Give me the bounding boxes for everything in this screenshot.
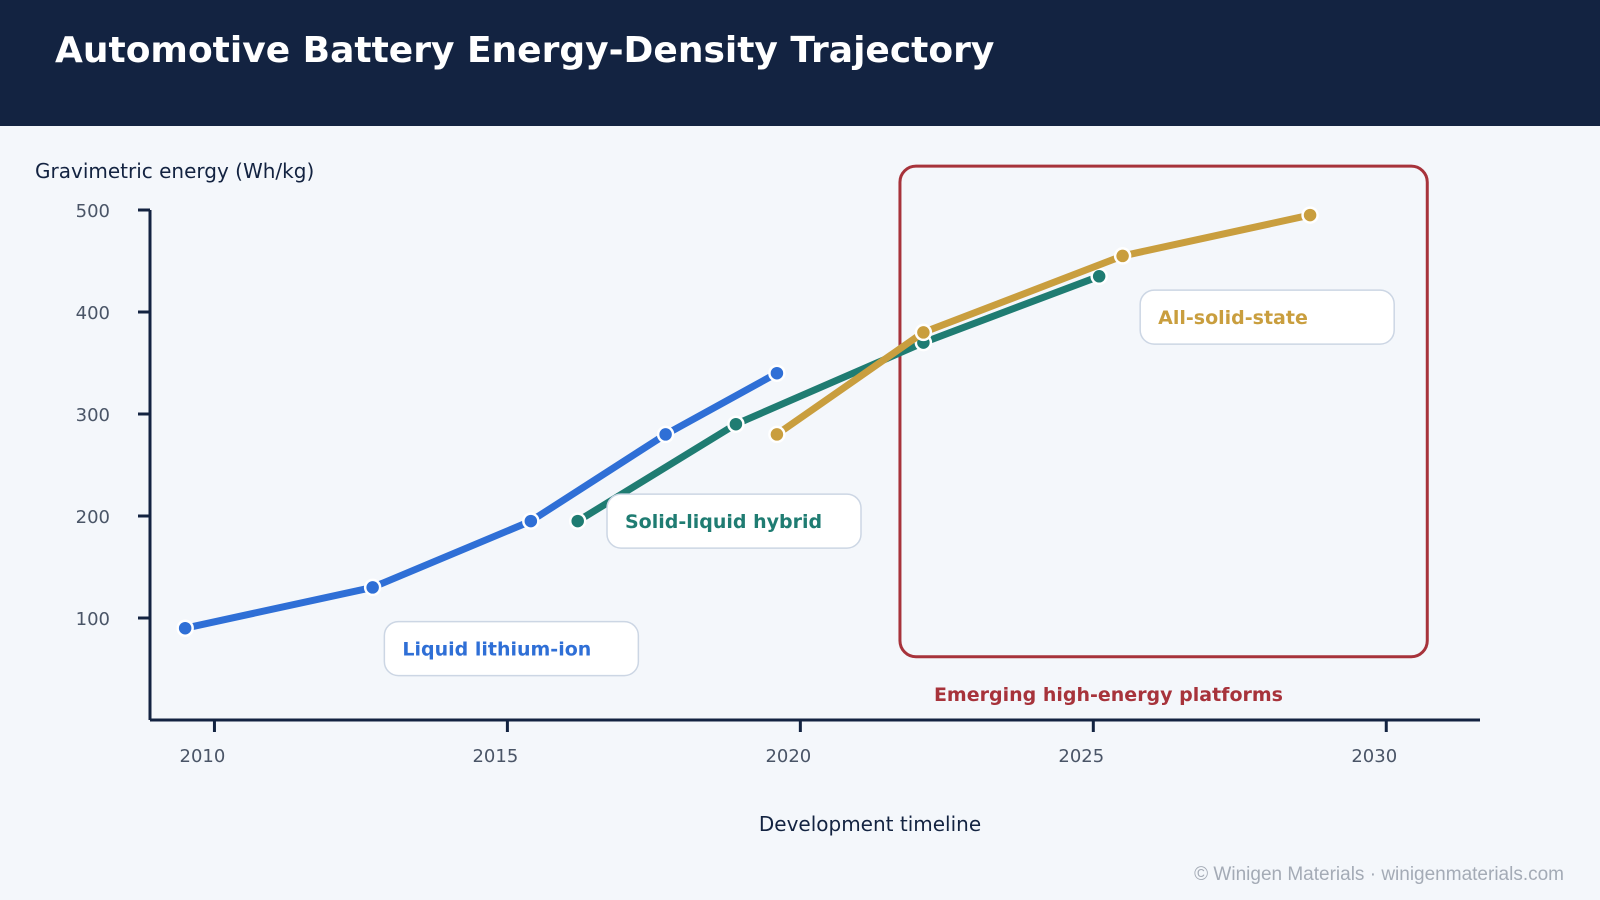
data-point-liquid-lithium-ion: [363, 578, 382, 597]
series-layer: [176, 206, 1319, 637]
y-tick-label: 300: [76, 405, 110, 426]
series-label-liquid-lithium-ion: Liquid lithium-ion: [402, 639, 591, 661]
data-point-liquid-lithium-ion: [522, 512, 540, 530]
data-point-solid-liquid-hybrid: [1090, 267, 1108, 286]
x-tick-label: 2015: [472, 746, 518, 767]
data-point-all-solid-state: [768, 425, 786, 444]
data-point-liquid-lithium-ion: [768, 364, 786, 382]
y-tick-label: 400: [76, 303, 110, 324]
highlight-region-label: Emerging high-energy platforms: [934, 684, 1283, 706]
series-label-all-solid-state: All-solid-state: [1158, 307, 1308, 329]
series-label-box-all-solid-state: [1139, 289, 1395, 345]
data-point-all-solid-state: [914, 323, 933, 342]
page-title: Automotive Battery Energy-Density Trajec…: [55, 30, 995, 71]
y-tick-label: 500: [76, 201, 110, 222]
data-point-solid-liquid-hybrid: [727, 415, 745, 433]
series-line-solid-liquid-hybrid: [574, 272, 1103, 525]
series-label-solid-liquid-hybrid: Solid-liquid hybrid: [625, 511, 822, 533]
x-tick-label: 2025: [1058, 746, 1104, 767]
series-label-box-solid-liquid-hybrid: [606, 493, 862, 549]
series-line-all-solid-state: [773, 211, 1314, 438]
data-point-all-solid-state: [1301, 206, 1319, 224]
x-axis-title: Development timeline: [759, 812, 981, 836]
watermark: © Winigen Materials · winigenmaterials.c…: [1194, 864, 1564, 885]
data-point-liquid-lithium-ion: [656, 425, 675, 444]
x-tick-label: 2020: [765, 746, 811, 767]
series-label-box-liquid-lithium-ion: [383, 620, 640, 677]
y-tick-label: 200: [76, 507, 110, 528]
data-point-all-solid-state: [1113, 247, 1132, 265]
data-point-liquid-lithium-ion: [176, 619, 194, 637]
y-axis-title: Gravimetric energy (Wh/kg): [35, 159, 314, 183]
data-point-solid-liquid-hybrid: [568, 512, 587, 530]
axes: 100 200 300 400 500 2010 2015 2020 2025 2030 Gravi…: [35, 159, 1480, 836]
highlight-region-box: [898, 164, 1429, 659]
highlight-layer: Emerging high-energy platforms: [898, 164, 1429, 706]
series-label-layer: Liquid lithium-ion Solid-liquid hybrid All…: [383, 289, 1395, 677]
y-tick-label: 100: [76, 609, 110, 630]
x-tick-label: 2030: [1351, 746, 1397, 767]
x-tick-label: 2010: [180, 746, 226, 767]
header-bar: Automotive Battery Energy-Density Trajec…: [0, 0, 1600, 126]
